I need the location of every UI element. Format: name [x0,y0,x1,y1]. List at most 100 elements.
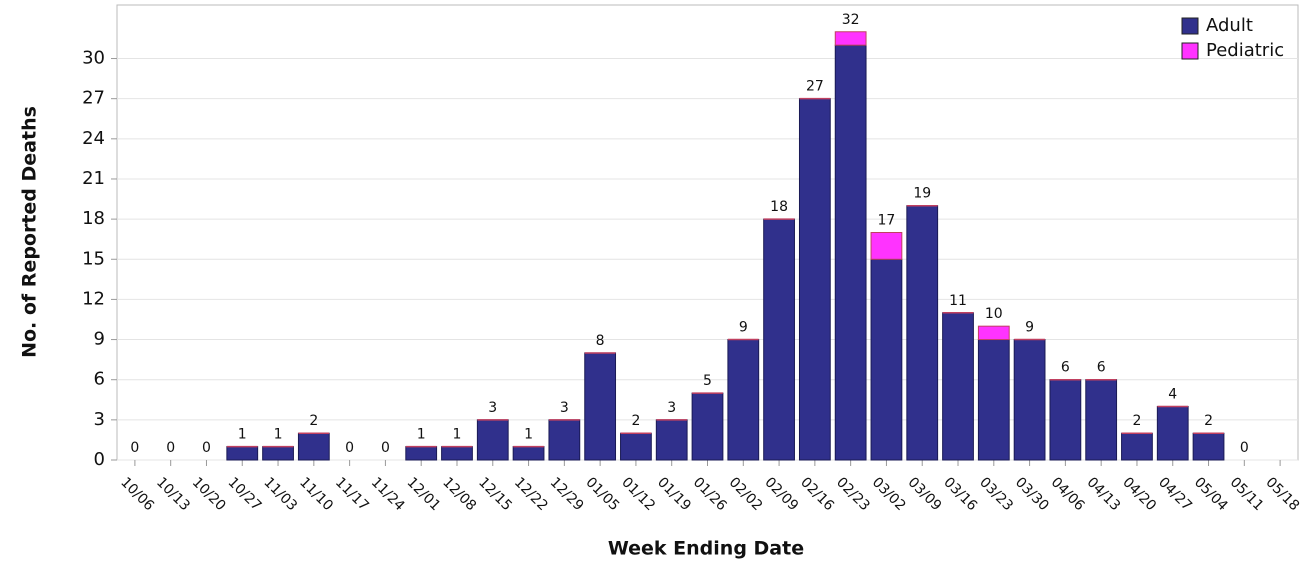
value-label: 1 [274,427,283,443]
bar-segment [512,446,545,461]
x-tick-label: 10/06 [117,474,157,514]
x-tick-label: 04/27 [1155,474,1195,514]
value-label: 1 [417,427,426,443]
bar-segment [798,98,831,461]
x-tick-label: 10/20 [189,474,229,514]
value-label: 6 [1097,360,1106,376]
bar-segment [763,218,795,461]
value-label: 32 [842,12,860,28]
x-tick-label: 01/05 [582,474,622,514]
value-label: 2 [631,413,640,429]
value-label: 8 [596,333,605,349]
x-tick-label: 04/13 [1084,474,1124,514]
legend-swatch [1181,42,1199,60]
bar-segment [1013,339,1046,461]
value-label: 1 [524,427,533,443]
value-label: 0 [381,440,390,456]
bar-segment [297,432,330,461]
x-axis-title: Week Ending Date [608,538,804,560]
x-tick-label: 05/11 [1227,474,1267,514]
x-tick-label: 05/18 [1262,474,1302,514]
bar-segment [655,419,688,461]
bar-segment [1156,405,1189,461]
bar-segment [977,325,1010,341]
bar-segment [834,44,867,461]
x-tick-label: 04/20 [1119,474,1159,514]
y-tick-label: 9 [94,329,105,350]
x-tick-label: 01/12 [618,474,658,514]
legend-label: Pediatric [1206,40,1284,61]
value-label: 2 [309,413,318,429]
y-tick-label: 6 [94,369,105,390]
bar-segment [584,352,617,461]
x-tick-label: 02/23 [833,474,873,514]
y-tick-label: 24 [82,128,105,149]
x-tick-label: 05/04 [1191,474,1231,514]
x-tick-label: 02/02 [726,474,766,514]
value-label: 27 [806,79,824,95]
x-tick-label: 10/13 [153,474,193,514]
bar-segment [620,432,652,461]
value-label: 9 [739,320,748,336]
value-label: 19 [913,186,931,202]
value-label: 9 [1025,320,1034,336]
bar-segment [1085,379,1118,461]
value-label: 10 [985,306,1003,322]
x-tick-label: 12/22 [511,474,551,514]
bar-segment [262,446,294,461]
value-label: 0 [345,440,354,456]
x-tick-label: 10/27 [225,474,265,514]
value-label: 18 [770,199,788,215]
y-tick-label: 12 [82,288,105,309]
bar-segment [441,446,473,461]
x-tick-label: 03/16 [940,474,980,514]
y-tick-label: 27 [82,88,105,109]
bar-segment [476,419,509,461]
bar-segment [834,31,867,46]
x-tick-label: 02/09 [761,474,801,514]
bar-segment [977,339,1010,461]
plot-area [116,4,1299,461]
bar-segment [226,446,259,461]
value-label: 3 [488,400,497,416]
x-tick-label: 12/01 [404,474,444,514]
bar-segment [870,232,903,260]
value-label: 0 [166,440,175,456]
x-tick-label: 03/23 [976,474,1016,514]
value-label: 2 [1204,413,1213,429]
y-axis-title: No. of Reported Deaths [19,106,41,358]
y-tick-label: 3 [94,409,105,430]
value-label: 1 [238,427,247,443]
x-tick-label: 03/02 [869,474,909,514]
bar-segment [727,339,760,461]
value-label: 6 [1061,360,1070,376]
bar-segment [1049,379,1082,461]
value-label: 5 [703,373,712,389]
x-tick-label: 11/10 [296,474,336,514]
legend-swatch [1181,17,1199,35]
bar-segment [942,312,974,461]
x-tick-label: 02/16 [797,474,837,514]
legend-label: Adult [1206,15,1253,36]
bar-segment [691,392,724,461]
bar-segment [1121,432,1153,461]
value-label: 3 [667,400,676,416]
x-tick-label: 01/19 [654,474,694,514]
x-tick-label: 12/08 [439,474,479,514]
x-tick-label: 03/30 [1012,474,1052,514]
x-tick-label: 12/29 [547,474,587,514]
value-label: 1 [453,427,462,443]
x-tick-label: 12/15 [475,474,515,514]
value-label: 2 [1132,413,1141,429]
value-label: 0 [130,440,139,456]
value-label: 3 [560,400,569,416]
value-label: 0 [202,440,211,456]
x-tick-label: 11/03 [260,474,300,514]
x-tick-label: 11/24 [368,474,408,514]
value-label: 17 [878,213,896,229]
bar-segment [1192,432,1225,461]
y-tick-label: 0 [94,449,105,470]
y-tick-label: 15 [82,248,105,269]
x-tick-label: 01/26 [690,474,730,514]
